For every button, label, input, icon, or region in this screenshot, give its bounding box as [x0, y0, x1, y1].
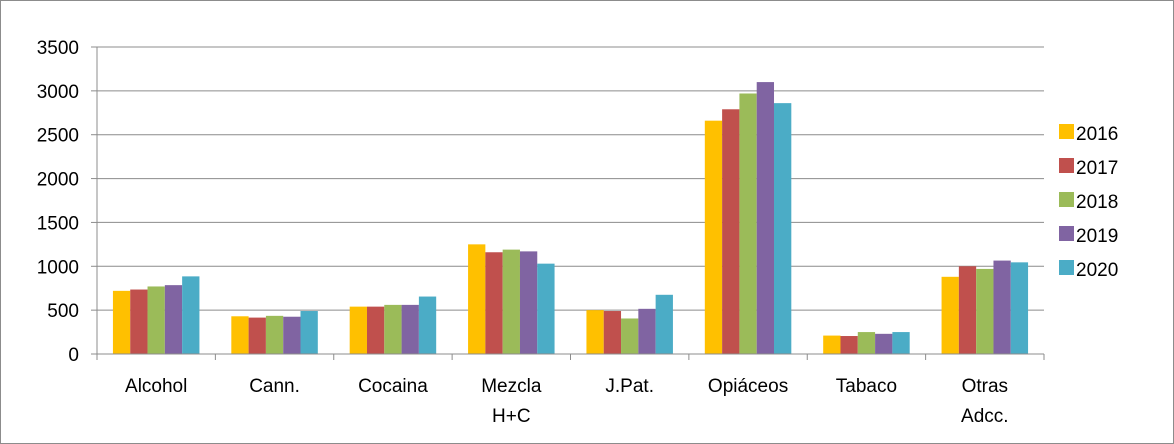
legend-label: 2020	[1076, 260, 1118, 281]
bar-2019	[638, 308, 656, 354]
legend-item-2017: 2017	[1059, 158, 1118, 179]
legend-swatch	[1059, 192, 1074, 207]
legend-label: 2018	[1076, 192, 1118, 213]
legend-item-2016: 2016	[1059, 124, 1118, 145]
y-tick-label: 1500	[37, 213, 79, 234]
axes	[91, 46, 1045, 360]
bar-2018	[621, 318, 639, 354]
bar-2016	[586, 310, 604, 354]
bar-2016	[823, 335, 841, 354]
legend-label: 2017	[1076, 158, 1118, 179]
legend-item-2020: 2020	[1059, 260, 1118, 281]
bar-2020	[1010, 262, 1029, 354]
bar-2019	[875, 333, 893, 354]
x-tick-label: Mezcla	[481, 376, 542, 397]
bar-2019	[164, 285, 183, 354]
legend-swatch	[1059, 124, 1074, 139]
bar-2019	[993, 260, 1011, 354]
bar-2019	[401, 304, 419, 354]
bar-2017	[248, 317, 266, 354]
bars	[112, 82, 1029, 355]
bar-2019	[283, 316, 301, 354]
bar-2016	[231, 316, 249, 354]
legend-swatch	[1059, 226, 1074, 241]
bar-2017	[722, 109, 740, 354]
bar-2019	[519, 251, 538, 354]
x-tick-label: Otras	[962, 376, 1008, 397]
legend-swatch	[1059, 260, 1074, 275]
bar-2017	[485, 252, 503, 354]
bar-2018	[739, 93, 757, 354]
bar-2016	[349, 306, 367, 354]
x-tick-label: J.Pat.	[605, 376, 654, 397]
x-tick-label: Adcc.	[961, 406, 1009, 427]
bar-2020	[774, 103, 792, 354]
legend-item-2019: 2019	[1059, 226, 1118, 247]
bar-2016	[112, 290, 131, 354]
legend: 2016 2017 2018 2019 2020	[1059, 124, 1118, 281]
bar-2017	[366, 306, 385, 354]
y-tick-label: 3500	[37, 38, 79, 59]
bar-2020	[537, 263, 555, 354]
x-tick-label: Opiáceos	[708, 376, 788, 397]
y-tick-label: 0	[68, 345, 79, 366]
bar-2019	[756, 82, 775, 354]
x-tick-labels: Alcohol Cann. Cocaina Mezcla H+C J.Pat. Opiáce…	[125, 376, 1009, 427]
x-tick-label: Alcohol	[125, 376, 187, 397]
gridlines	[97, 46, 1044, 311]
bar-2020	[418, 296, 437, 354]
bar-2020	[182, 276, 200, 354]
legend-swatch	[1059, 158, 1074, 173]
bar-2017	[130, 289, 148, 354]
bar-2018	[502, 249, 520, 354]
y-tick-labels: 0 500 1000 1500 2000 2500 3000 3500	[37, 38, 79, 366]
x-tick-label: Cocaina	[358, 376, 428, 397]
bar-2020	[300, 311, 318, 354]
bar-2016	[941, 276, 959, 354]
bar-2017	[840, 336, 858, 354]
bar-2018	[857, 332, 876, 354]
x-tick-label: Cann.	[249, 376, 300, 397]
x-tick-label: Tabaco	[836, 376, 897, 397]
bar-2018	[265, 315, 284, 354]
y-tick-label: 500	[47, 301, 79, 322]
bar-2017	[603, 311, 622, 354]
bar-2020	[892, 332, 910, 354]
legend-label: 2016	[1076, 124, 1118, 145]
y-tick-label: 1000	[37, 257, 79, 278]
bar-2018	[147, 286, 165, 354]
bar-2017	[958, 266, 977, 354]
bar-2020	[655, 294, 673, 354]
bar-2018	[384, 304, 402, 354]
bar-2018	[976, 268, 994, 354]
y-tick-label: 3000	[37, 82, 79, 103]
x-tick-label: H+C	[492, 406, 531, 427]
legend-label: 2019	[1076, 226, 1118, 247]
y-tick-label: 2000	[37, 170, 79, 191]
y-tick-label: 2500	[37, 126, 79, 147]
legend-item-2018: 2018	[1059, 192, 1118, 213]
bar-2016	[704, 120, 723, 355]
bar-2016	[468, 244, 486, 354]
